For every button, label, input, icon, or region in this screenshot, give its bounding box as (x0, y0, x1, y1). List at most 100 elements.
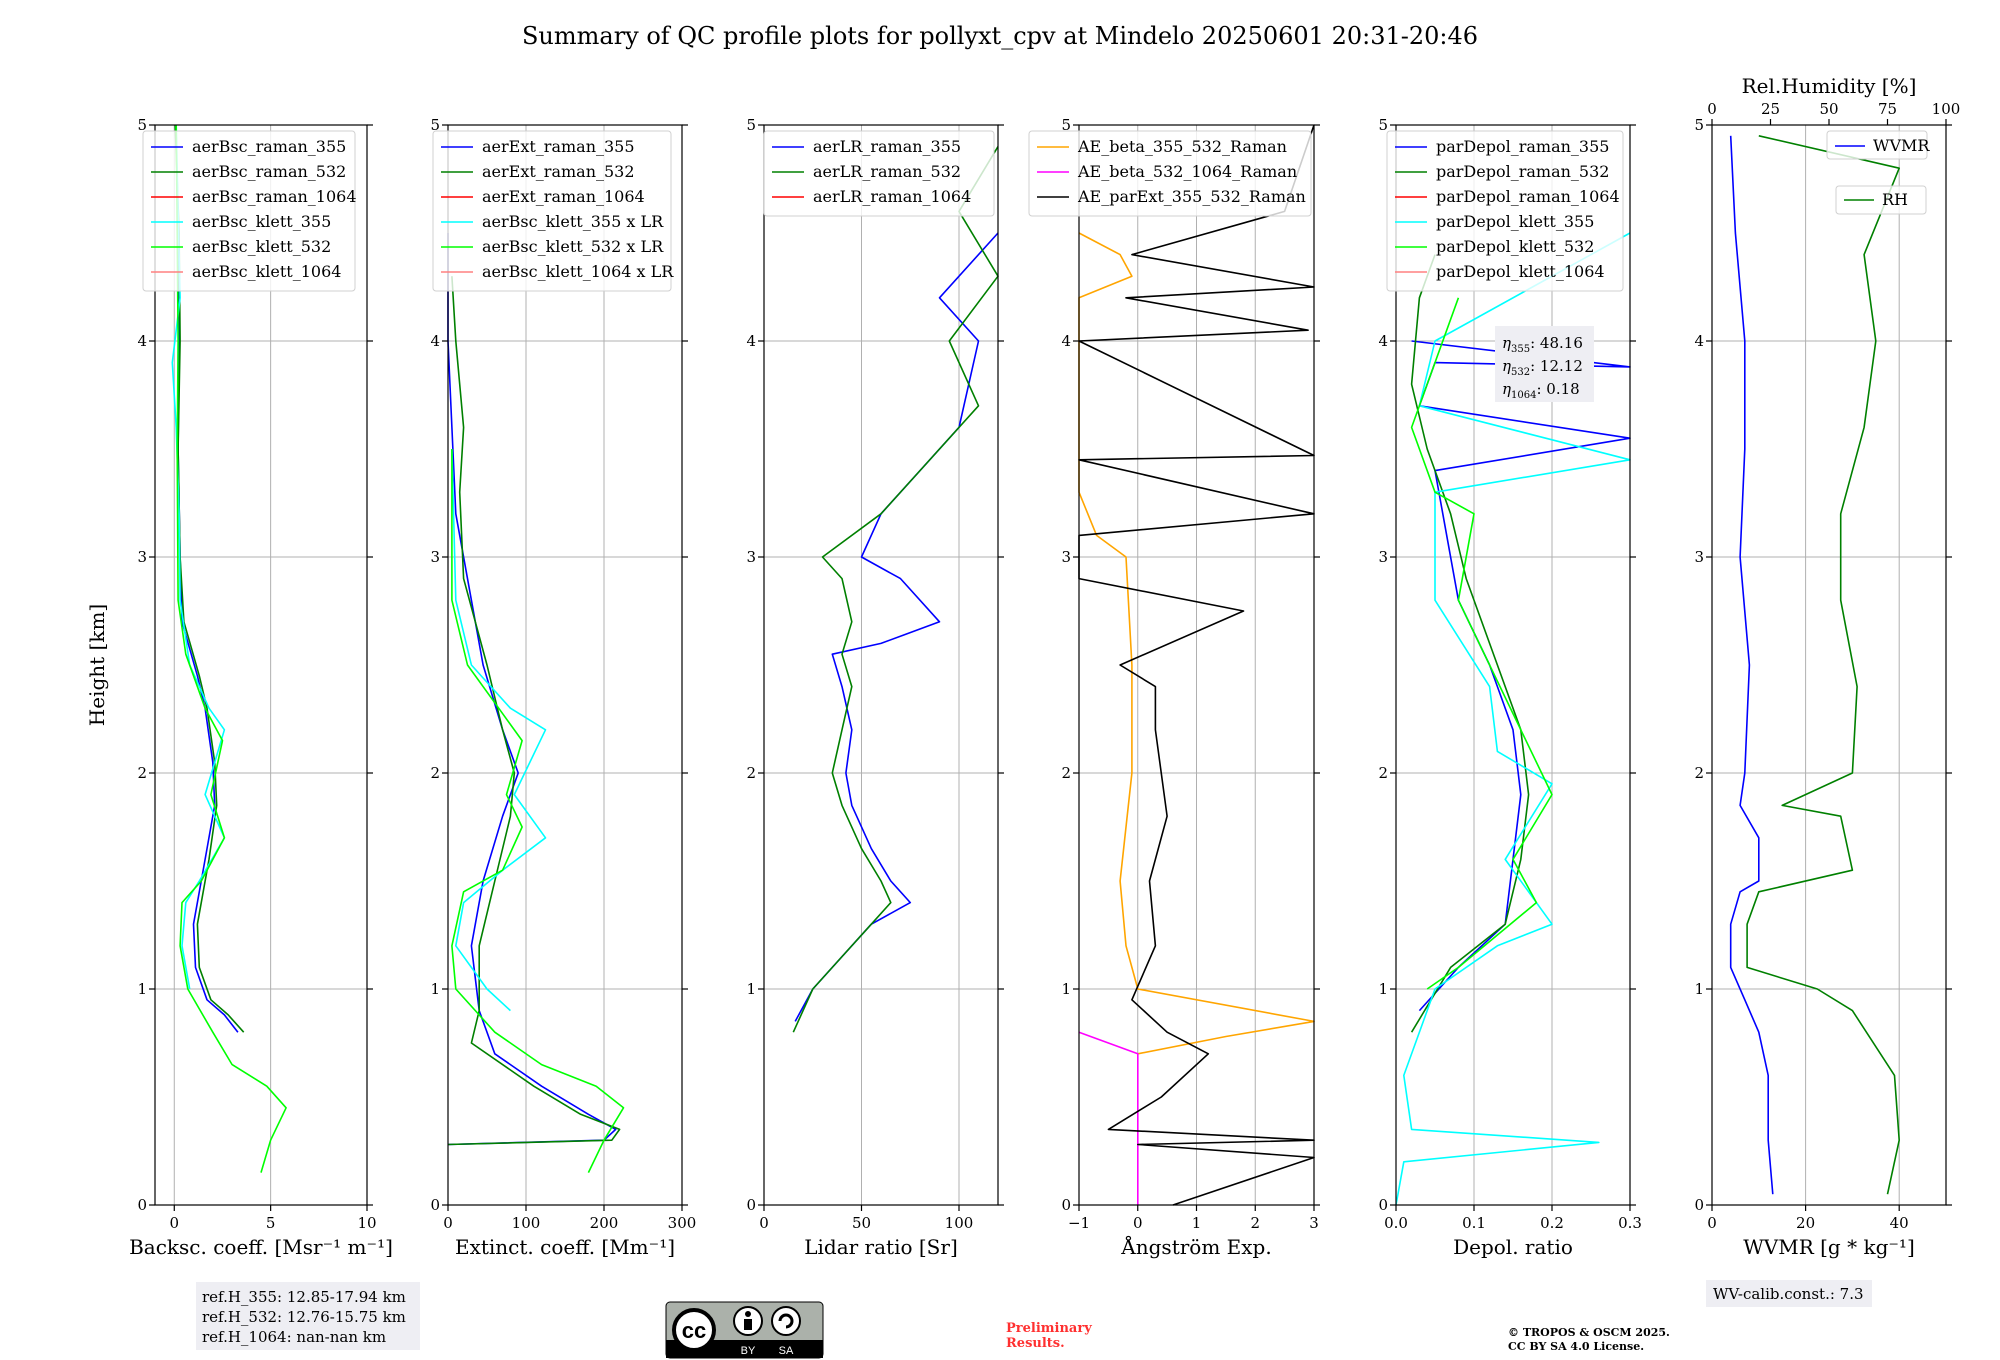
plot-frame (154, 124, 368, 1206)
series-line-RH (1746, 135, 1900, 1195)
x-tick-label: 0 (443, 1214, 453, 1232)
x-tick-label: 100 (945, 1214, 974, 1232)
eta-value-355: η355: 48.16 (1502, 334, 1583, 355)
series-line-parDepol_klett_532 (1410, 297, 1553, 990)
legend-entry: aerExt_raman_532 (482, 162, 635, 181)
legend-entry: aerBsc_raman_532 (192, 162, 346, 181)
y-tick-label: 4 (1694, 332, 1704, 350)
y-tick-label: 5 (1378, 116, 1388, 134)
top-tick-label: 0 (1707, 100, 1717, 118)
series-line-aerBsc_klett_355 x LR (451, 448, 547, 1012)
cc-sa-label: SA (779, 1345, 794, 1357)
y-tick-label: 2 (1378, 764, 1388, 782)
y-tick-label: 2 (430, 764, 440, 782)
y-tick-label: 1 (746, 980, 756, 998)
legend-entry: aerBsc_raman_1064 (192, 187, 357, 206)
series-line-AE_parExt_355_532_Raman (1078, 124, 1315, 1206)
y-tick-label: 1 (430, 980, 440, 998)
x-axis-label: WVMR [g * kg⁻¹] (1743, 1235, 1915, 1259)
x-tick-label: 0 (1707, 1214, 1717, 1232)
x-tick-label: 20 (1796, 1214, 1815, 1232)
ref-height-355: ref.H_355: 12.85-17.94 km (202, 1288, 406, 1306)
x-tick-label: 5 (266, 1214, 276, 1232)
y-tick-label: 3 (746, 548, 756, 566)
y-tick-label: 4 (1378, 332, 1388, 350)
y-tick-label: 3 (430, 548, 440, 566)
legend-entry: aerBsc_klett_1064 (192, 262, 341, 281)
y-tick-label: 2 (1694, 764, 1704, 782)
series-line-aerExt_raman_532 (447, 276, 621, 1146)
chart-panel-1: 0 1 2 3 4 5 0 5 10 Backsc. coeff. [Msr⁻¹ m⁻¹] aerB… (129, 116, 393, 1259)
top-tick-label: 75 (1878, 100, 1897, 118)
legend-entry: aerBsc_klett_532 (192, 237, 331, 256)
y-tick-label: 1 (1694, 980, 1704, 998)
legend-entry: RH (1882, 190, 1908, 209)
copyright-line-2: CC BY SA 4.0 License. (1508, 1340, 1644, 1353)
legend-entry: aerExt_raman_355 (482, 137, 635, 156)
y-tick-label: 0 (430, 1196, 440, 1214)
top-axis-label: Rel.Humidity [%] (1742, 74, 1917, 98)
chart-panel-5: 0 1 2 3 4 5 0.0 0.1 0.2 0.3 Depol. ratio parDepol_r… (1378, 116, 1641, 1259)
x-tick-label: 0 (1133, 1214, 1143, 1232)
x-axis-label: Ångström Exp. (1120, 1234, 1271, 1259)
x-tick-label: 0 (759, 1214, 769, 1232)
legend-entry: aerLR_raman_1064 (813, 187, 971, 206)
ref-height-532: ref.H_532: 12.76-15.75 km (202, 1308, 406, 1326)
y-tick-label: 4 (1061, 332, 1071, 350)
figure-title: Summary of QC profile plots for pollyxt_… (522, 22, 1478, 50)
x-tick-label: 0.2 (1540, 1214, 1564, 1232)
x-axis-label: Lidar ratio [Sr] (804, 1235, 958, 1259)
legend-entry: parDepol_klett_355 (1436, 212, 1594, 231)
wv-calib-text: WV-calib.const.: 7.3 (1713, 1285, 1864, 1303)
y-axis-label: Height [km] (85, 604, 109, 726)
series-line-aerBsc_raman_532 (174, 124, 245, 1033)
legend-box (432, 130, 672, 292)
series-line-aerBsc_klett_532 (175, 124, 287, 1173)
legend-entry: parDepol_raman_355 (1436, 137, 1609, 156)
x-tick-label: −1 (1068, 1214, 1090, 1232)
x-axis-label: Backsc. coeff. [Msr⁻¹ m⁻¹] (129, 1235, 393, 1259)
y-tick-label: 0 (1378, 1196, 1388, 1214)
legend-box (1826, 130, 1928, 160)
y-tick-label: 2 (137, 764, 147, 782)
legend-entry: aerBsc_klett_355 (192, 212, 331, 231)
legend-entry: aerExt_raman_1064 (482, 187, 645, 206)
x-tick-label: 0.0 (1384, 1214, 1408, 1232)
svg-text:cc: cc (682, 1318, 706, 1343)
y-tick-label: 3 (137, 548, 147, 566)
x-tick-label: 0.1 (1462, 1214, 1486, 1232)
series-line-AE_beta_355_532_Raman (1078, 232, 1315, 1055)
chart-panel-2: 0 1 2 3 4 5 0 100 200 300 Extinct. coeff. [Mm⁻¹] ae… (430, 116, 696, 1259)
legend-entry: aerLR_raman_355 (813, 137, 961, 156)
x-axis-label: Extinct. coeff. [Mm⁻¹] (455, 1235, 675, 1259)
legend-entry: AE_beta_355_532_Raman (1077, 137, 1287, 156)
legend-entry: parDepol_raman_1064 (1436, 187, 1620, 206)
legend-entry: aerLR_raman_532 (813, 162, 961, 181)
preliminary-line-1: Preliminary (1006, 1321, 1092, 1336)
ref-height-box: ref.H_355: 12.85-17.94 km ref.H_532: 12.… (196, 1282, 420, 1350)
x-tick-label: 100 (512, 1214, 541, 1232)
y-tick-label: 3 (1694, 548, 1704, 566)
plot-frame (1711, 124, 1947, 1206)
y-tick-label: 0 (137, 1196, 147, 1214)
x-tick-label: 2 (1250, 1214, 1260, 1232)
top-tick-label: 100 (1932, 100, 1961, 118)
plot-frame (1395, 124, 1631, 1206)
legend-box (763, 130, 995, 217)
x-tick-label: 50 (852, 1214, 871, 1232)
legend-box (142, 130, 356, 292)
y-tick-label: 5 (430, 116, 440, 134)
x-tick-label: 1 (1192, 1214, 1202, 1232)
y-tick-label: 5 (1694, 116, 1704, 134)
legend-entry: aerBsc_klett_1064 x LR (482, 262, 674, 281)
wv-calib-box: WV-calib.const.: 7.3 (1706, 1280, 1872, 1307)
legend-entry: AE_beta_532_1064_Raman (1077, 162, 1297, 181)
y-tick-label: 0 (1061, 1196, 1071, 1214)
legend-box (1028, 130, 1312, 217)
plot-frame (763, 124, 999, 1206)
series-line-parDepol_raman_355 (1411, 340, 1631, 1012)
series-line-parDepol_klett_355 (1395, 232, 1631, 1206)
